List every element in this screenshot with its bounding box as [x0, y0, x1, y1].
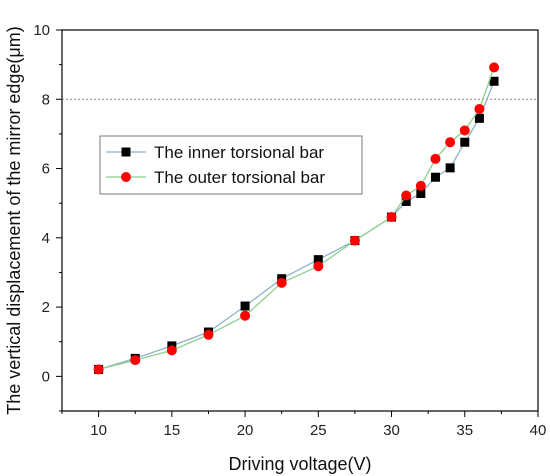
y-tick-label: 4	[42, 230, 50, 247]
data-point-circle	[313, 261, 324, 272]
plot-frame	[61, 29, 539, 412]
data-point-square	[240, 301, 250, 311]
x-tick-label: 10	[90, 422, 107, 439]
data-point-square	[460, 137, 470, 147]
data-point-circle	[386, 212, 397, 223]
y-tick-label: 6	[42, 161, 50, 178]
data-point-circle	[349, 235, 360, 246]
data-point-circle	[401, 190, 412, 201]
legend-marker-square	[121, 147, 131, 157]
x-tick-label: 40	[530, 422, 547, 439]
data-point-square	[401, 196, 411, 206]
x-tick-label: 35	[456, 422, 473, 439]
y-axis-title: The vertical displacement of the mirror …	[4, 26, 24, 415]
data-point-square	[445, 163, 455, 173]
x-tick-label: 15	[164, 422, 181, 439]
legend-label-1: The inner torsional bar	[154, 143, 324, 162]
data-point-circle	[489, 62, 500, 73]
y-tick-label: 10	[33, 22, 50, 39]
data-point-square	[416, 188, 426, 198]
series-line-2	[98, 67, 495, 371]
x-axis-title: Driving voltage(V)	[228, 454, 371, 474]
legend-box	[99, 135, 363, 195]
y-tick-label: 0	[42, 368, 50, 385]
data-point-circle	[276, 277, 287, 288]
data-point-circle	[459, 125, 470, 136]
data-point-circle	[203, 329, 214, 340]
data-point-circle	[474, 103, 485, 114]
data-point-square	[474, 113, 484, 123]
data-point-square	[430, 172, 440, 182]
x-tick-label: 25	[310, 422, 327, 439]
y-tick-label: 8	[42, 91, 50, 108]
data-point-circle	[130, 355, 141, 366]
data-point-circle	[430, 153, 441, 164]
legend: The inner torsional bar The outer torsion…	[99, 135, 363, 195]
axes-group: 10 15 20 25 30 35 40 0 2 4 6 8 10	[33, 22, 546, 439]
data-point-circle	[166, 345, 177, 356]
data-point-square	[489, 76, 499, 86]
series-group	[93, 62, 500, 375]
x-tick-label: 30	[383, 422, 400, 439]
data-point-circle	[415, 180, 426, 191]
data-point-square	[313, 255, 323, 265]
data-point-circle	[240, 310, 251, 321]
data-point-circle	[445, 137, 456, 148]
data-point-circle	[93, 364, 104, 375]
y-tick-label: 2	[42, 299, 50, 316]
x-tick-label: 20	[237, 422, 254, 439]
legend-label-2: The outer torsional bar	[154, 168, 325, 187]
legend-marker-circle	[121, 172, 131, 182]
series-line-1	[98, 81, 495, 371]
